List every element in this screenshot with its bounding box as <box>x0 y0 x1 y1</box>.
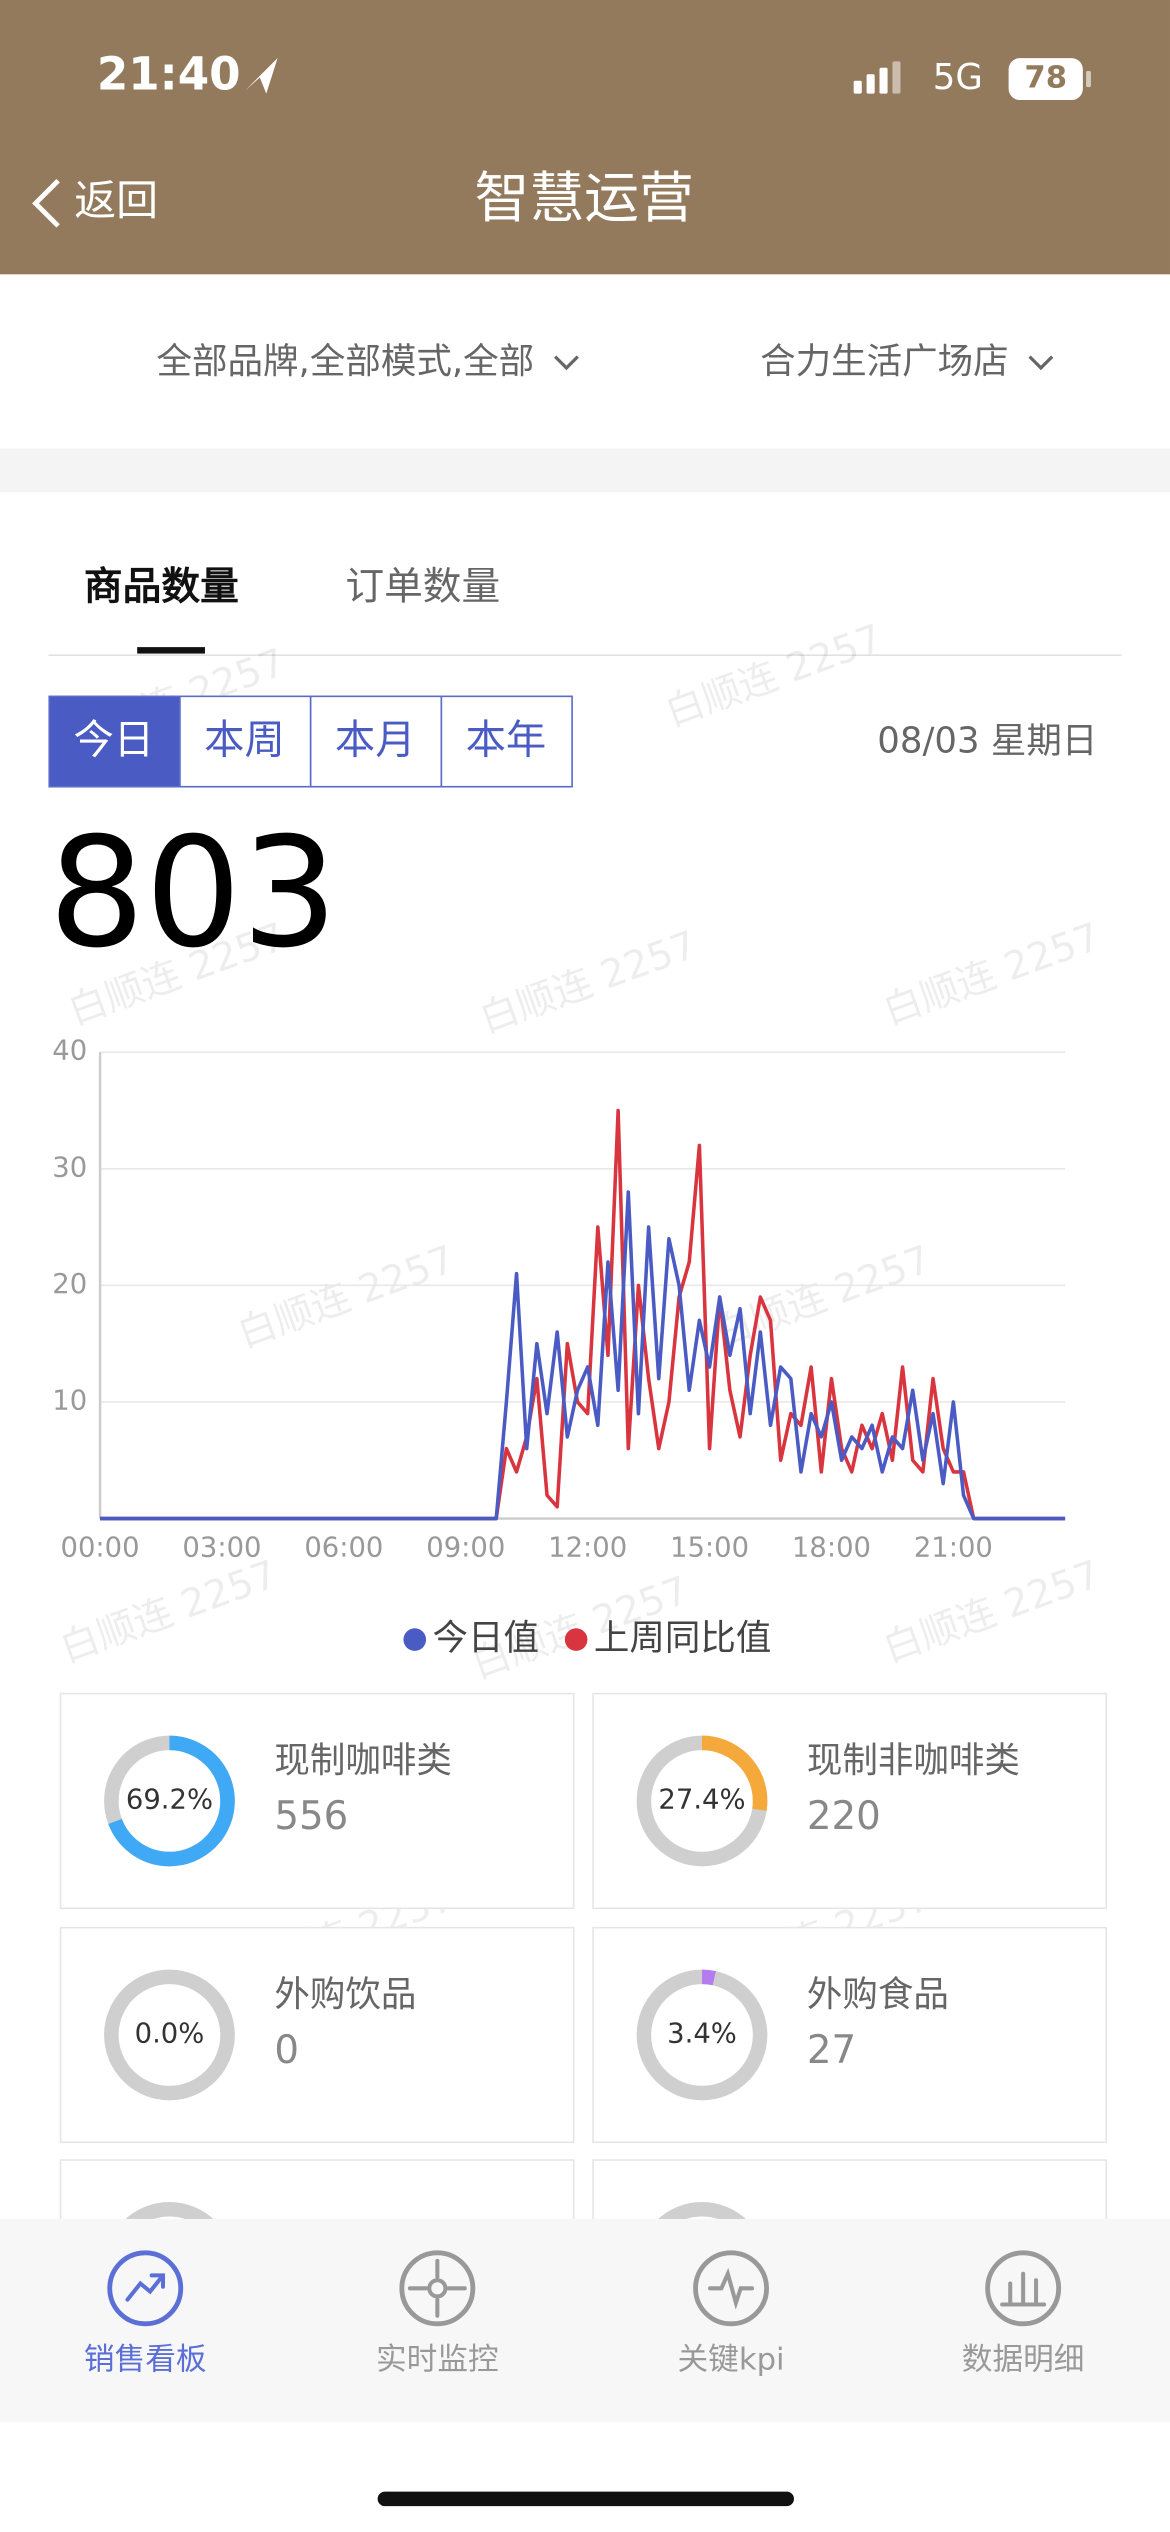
page-title: 智慧运营 <box>474 166 693 230</box>
watermark: 白顺连 2257 <box>474 923 703 1043</box>
ring-arc <box>636 1969 768 2101</box>
watermark: 白顺连 2257 <box>232 1237 461 1357</box>
nav-icon[interactable] <box>107 2250 184 2327</box>
back-icon[interactable] <box>32 179 60 228</box>
nav-label[interactable]: 实时监控 <box>376 2342 499 2377</box>
card-name: 现制非咖啡类 <box>807 1740 1020 1781</box>
y-tick-label: 40 <box>52 1036 87 1067</box>
card-count: 0 <box>274 2028 299 2073</box>
x-tick-label: 21:00 <box>914 1533 993 1564</box>
tab-underline <box>137 647 205 654</box>
chevron <box>1028 355 1054 371</box>
x-tick-label: 03:00 <box>182 1533 261 1564</box>
section-gap <box>0 448 1170 493</box>
period-button[interactable] <box>440 695 573 788</box>
category-card[interactable] <box>592 1692 1108 1910</box>
legend-dot <box>564 1628 588 1651</box>
watermark: 白顺连 2257 <box>54 1552 283 1672</box>
nav-icon[interactable] <box>399 2250 476 2327</box>
y-tick-label: 20 <box>52 1269 87 1300</box>
back-button[interactable]: 返回 <box>74 176 158 225</box>
ring-label: 27.4% <box>658 1784 745 1815</box>
nav-glyph <box>407 2258 467 2318</box>
nav-label[interactable]: 关键kpi <box>678 2342 785 2377</box>
ring-arc <box>636 1735 768 1867</box>
status-battery: 78 <box>1024 61 1067 96</box>
chevron <box>554 355 579 371</box>
bottom-nav-bg <box>0 2218 1170 2423</box>
status-time: 21:40 <box>97 47 241 100</box>
x-tick-label: 12:00 <box>548 1533 627 1564</box>
period-label[interactable]: 本年 <box>466 716 547 763</box>
nav-label[interactable]: 销售看板 <box>84 2342 207 2377</box>
card-count: 27 <box>807 2028 856 2073</box>
filter-brand[interactable]: 全部品牌,全部模式,全部 <box>157 341 535 382</box>
x-tick-label: 06:00 <box>304 1533 383 1564</box>
card-name: 外购饮品 <box>274 1974 416 2015</box>
ring-label: 0.0% <box>135 2018 205 2049</box>
x-tick-label: 15:00 <box>670 1533 749 1564</box>
chart: 10 20 30 40 00:00 03:00 06:00 09:00 12:00 15:00 18… <box>52 1036 1066 1564</box>
period-label[interactable]: 本周 <box>204 716 285 763</box>
signal-icon <box>853 61 901 94</box>
nav-glyph <box>708 2267 755 2310</box>
battery-icon <box>1008 58 1083 101</box>
period-label[interactable]: 今日 <box>73 716 154 763</box>
card-name: 现制咖啡类 <box>274 1740 452 1781</box>
total-value: 803 <box>48 804 338 981</box>
nav-glyph <box>427 2278 448 2299</box>
category-card[interactable] <box>59 1926 575 2144</box>
y-tick-label: 30 <box>52 1152 87 1183</box>
nav-icon[interactable] <box>985 2250 1062 2327</box>
date-label: 08/03 星期日 <box>877 720 1097 761</box>
watermark: 白顺连 2257 <box>660 616 889 736</box>
category-card[interactable] <box>59 1692 575 1910</box>
watermark: 白顺连 2257 <box>877 1552 1106 1672</box>
watermark: 白顺连 2257 <box>877 914 1106 1034</box>
period-button[interactable] <box>48 695 181 788</box>
tab[interactable]: 商品数量 <box>84 565 239 610</box>
ring-track <box>104 1969 235 2101</box>
y-tick-label: 10 <box>52 1385 87 1416</box>
header-bg <box>0 0 1170 275</box>
home-indicator <box>377 2491 794 2507</box>
tab[interactable]: 订单数量 <box>345 565 500 610</box>
period-button[interactable] <box>179 695 312 788</box>
card-count: 556 <box>274 1794 348 1839</box>
card-name: 外购食品 <box>807 1974 949 2015</box>
x-tick-label: 00:00 <box>61 1533 140 1564</box>
nav-icon[interactable] <box>693 2250 769 2327</box>
legend-label: 上周同比值 <box>594 1618 772 1659</box>
nav-glyph <box>1000 2271 1047 2307</box>
x-tick-label: 18:00 <box>792 1533 871 1564</box>
nav-glyph <box>125 2273 166 2302</box>
ring-arc <box>104 1735 235 1867</box>
nav-label[interactable]: 数据明细 <box>962 2342 1085 2377</box>
bottom-nav: 销售看板 实时监控 关键kpi 数据明细 <box>84 2250 1085 2377</box>
battery-tip <box>1086 71 1091 88</box>
card-count: 220 <box>807 1794 881 1839</box>
period-button[interactable] <box>309 695 443 788</box>
period-label[interactable]: 本月 <box>335 716 416 763</box>
legend-dot <box>403 1628 427 1651</box>
filter-store[interactable]: 合力生活广场店 <box>760 341 1009 382</box>
x-tick-label: 09:00 <box>426 1533 505 1564</box>
ring-label: 3.4% <box>667 2018 737 2049</box>
location-icon <box>245 58 278 94</box>
ring-label: 69.2% <box>126 1784 213 1815</box>
series-line <box>100 1190 1066 1521</box>
category-card[interactable] <box>592 1926 1108 2144</box>
status-network: 5G <box>933 57 983 98</box>
legend-label: 今日值 <box>432 1618 539 1659</box>
